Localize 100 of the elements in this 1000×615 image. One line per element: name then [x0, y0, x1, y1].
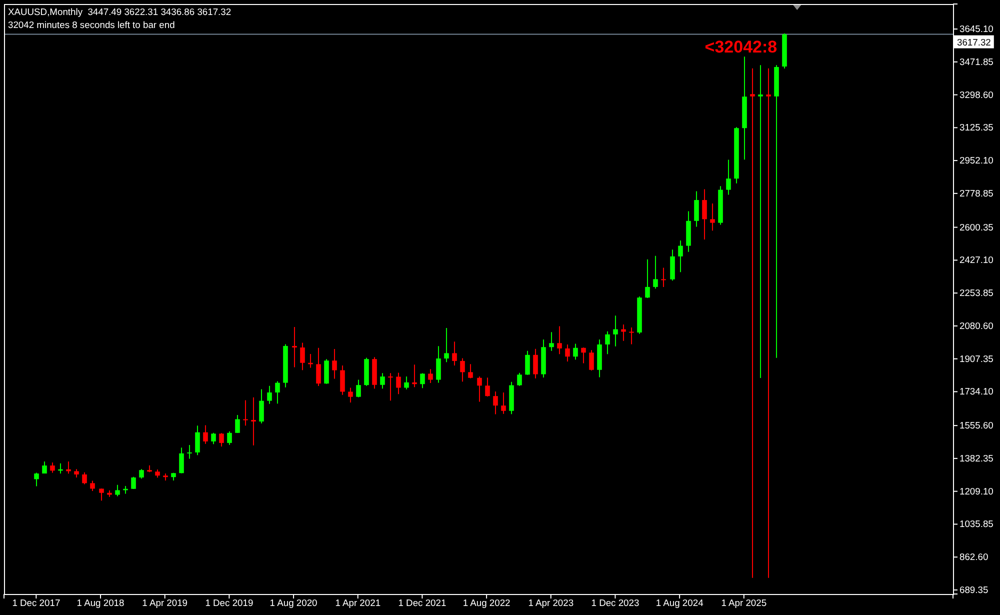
candlestick — [179, 447, 184, 474]
y-tick-label: 2778.85 — [960, 187, 994, 198]
candlestick — [493, 391, 498, 415]
candlestick — [332, 348, 337, 380]
y-tick-label: 3298.60 — [960, 88, 994, 100]
y-tick-label: 2080.60 — [960, 320, 994, 331]
candlestick — [219, 432, 224, 448]
candlestick — [436, 346, 441, 384]
y-tick-label: 3471.85 — [960, 56, 994, 67]
x-tick-label: 1 Apr 2019 — [142, 597, 188, 608]
candlestick — [420, 372, 425, 389]
y-tick-label: 1734.10 — [960, 386, 994, 397]
x-tick-label: 1 Aug 2024 — [656, 597, 704, 608]
candlestick — [517, 372, 522, 386]
y-tick-label: 862.60 — [960, 551, 988, 562]
candlestick — [581, 346, 586, 364]
candlestick — [605, 330, 610, 355]
candlestick — [710, 202, 715, 232]
candlestick — [629, 327, 634, 345]
chart-title: XAUUSD,Monthly 3447.49 3622.31 3436.86 3617.32 — [8, 6, 232, 17]
candlestick — [195, 425, 200, 456]
candlestick — [750, 68, 755, 578]
text: 32042 minutes 8 seconds left to bar end — [8, 19, 175, 30]
y-tick-label: 1382.35 — [960, 452, 994, 464]
x-tick-label: 1 Apr 2025 — [721, 597, 767, 608]
candlestick — [485, 377, 490, 397]
y-tick-label: 2952.10 — [960, 154, 994, 166]
candlestick — [187, 444, 192, 460]
y-tick-label: 3125.35 — [960, 122, 994, 133]
candlestick — [678, 240, 683, 273]
candlestick — [251, 396, 256, 446]
candlestick — [99, 488, 104, 502]
candlestick — [670, 249, 675, 282]
candlestick — [726, 159, 731, 196]
y-tick-label: 3645.10 — [960, 23, 994, 34]
candlestick — [396, 372, 401, 395]
candlestick — [428, 368, 433, 384]
x-tick-label: 1 Dec 2017 — [12, 597, 60, 608]
candlestick — [645, 258, 650, 298]
candlestick — [525, 350, 530, 376]
candlestick — [694, 190, 699, 228]
candlestick — [324, 358, 329, 384]
candlestick — [661, 267, 666, 288]
candlestick — [340, 365, 345, 396]
x-tick-label: 1 Dec 2023 — [591, 597, 640, 608]
candlestick — [758, 64, 763, 379]
candlestick — [292, 326, 297, 368]
x-tick-label: 1 Aug 2020 — [270, 597, 318, 608]
ref-line-label: 3617.32 — [957, 36, 991, 48]
candlestick — [460, 358, 465, 382]
candlestick — [267, 385, 272, 404]
x-tick-label: 1 Apr 2023 — [528, 597, 574, 608]
candlestick — [533, 348, 538, 379]
candlestick — [34, 472, 39, 487]
candlestick — [90, 480, 95, 492]
candlestick — [452, 341, 457, 366]
candlestick — [766, 68, 771, 578]
candlestick — [557, 326, 562, 355]
candlestick — [380, 372, 385, 390]
y-tick-label: 1907.35 — [960, 352, 994, 364]
y-tick-label: 689.35 — [960, 584, 988, 595]
candlestick — [477, 376, 482, 402]
candlestick — [243, 400, 248, 426]
y-tick-label: 2600.35 — [960, 221, 994, 232]
x-tick-label: 1 Apr 2021 — [335, 597, 381, 608]
candlestick — [613, 315, 618, 347]
y-tick-label: 1209.10 — [960, 485, 994, 496]
candlestick — [131, 476, 136, 490]
annotation: <32042:8 — [704, 37, 778, 56]
candlestick — [348, 387, 353, 404]
y-tick-label: 2427.10 — [960, 254, 994, 266]
candlestick — [589, 350, 594, 371]
candlestick — [211, 432, 216, 445]
candlestick — [468, 364, 473, 379]
candlestick — [388, 372, 393, 402]
candlestick — [82, 472, 87, 485]
candlestick — [444, 327, 449, 363]
x-tick-label: 1 Dec 2021 — [398, 597, 446, 608]
candlestick — [259, 388, 264, 424]
x-tick-label: 1 Aug 2018 — [76, 597, 124, 608]
candlestick — [412, 364, 417, 388]
candlestick — [549, 332, 554, 352]
candlestick — [203, 424, 208, 444]
candlestick — [356, 379, 361, 398]
candlestick — [235, 414, 240, 434]
candlestick — [227, 430, 232, 446]
candlestick — [501, 392, 506, 414]
candlestick — [115, 484, 120, 497]
candlestick — [404, 376, 409, 390]
candlestick — [42, 461, 47, 474]
x-tick-label: 1 Aug 2022 — [462, 597, 510, 608]
y-tick-label: 2253.85 — [960, 287, 994, 298]
candlestick — [702, 188, 707, 240]
candlestick — [275, 380, 280, 404]
candlestick — [50, 462, 55, 474]
candlestick — [316, 347, 321, 387]
candlestick — [565, 344, 570, 362]
y-tick-label: 1035.85 — [960, 518, 994, 530]
candlestick — [653, 255, 658, 290]
x-tick-label: 1 Dec 2019 — [205, 597, 254, 608]
